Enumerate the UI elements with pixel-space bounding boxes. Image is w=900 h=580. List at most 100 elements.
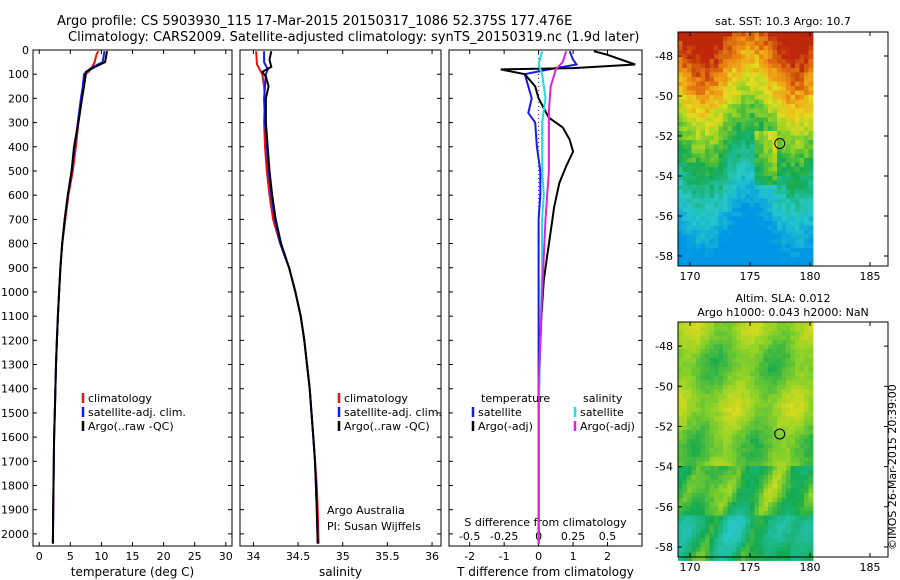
temperature-legend-label: climatology [88, 392, 152, 405]
annotation-argo-australia: Argo Australia [327, 504, 405, 517]
depth-tick-label: 1600 [1, 431, 29, 444]
depth-tick-label: 300 [8, 117, 29, 130]
depth-tick-label: 500 [8, 165, 29, 178]
difference-series-temperature-argo-adj- [500, 50, 636, 544]
sst-map-xtick-label: 170 [680, 270, 701, 283]
salinity-xlabel: salinity [319, 565, 362, 579]
sst-map-ytick-label: -58 [655, 250, 673, 263]
depth-tick-label: 1500 [1, 407, 29, 420]
sla-map-xtick-label: 185 [860, 561, 881, 574]
sla-map-title-line1: Altim. SLA: 0.012 [735, 292, 830, 305]
figure-title-line1: Argo profile: CS 5903930_115 17-Mar-2015… [57, 14, 573, 29]
sst-map-frame [677, 31, 889, 267]
difference-xtick-label: 2 [604, 550, 611, 563]
sla-map-ytick-label: -50 [655, 380, 673, 393]
diff-legend-salinity-label: satellite [580, 406, 624, 419]
salinity-xtick-label: 34.5 [286, 550, 311, 563]
salinity-legend-label: Argo(..raw -QC) [344, 420, 430, 433]
diff-legend-temperature-header: temperature [481, 392, 550, 405]
depth-tick-label: 100 [8, 68, 29, 81]
salinity-xtick-label: 34 [246, 550, 260, 563]
sla-map-xtick-label: 180 [800, 561, 821, 574]
temperature-xtick-label: 30 [219, 550, 233, 563]
depth-tick-label: 700 [8, 213, 29, 226]
temperature-xtick-label: 10 [94, 550, 108, 563]
depth-tick-label: 600 [8, 189, 29, 202]
depth-tick-label: 800 [8, 238, 29, 251]
temperature-panel: 0100200300400500600700800900100011001200… [1, 44, 233, 579]
annotation-pi-name: PI: Susan Wijffels [327, 520, 421, 533]
temperature-xtick-label: 20 [157, 550, 171, 563]
salinity-xtick-label: 35.5 [375, 550, 400, 563]
salinity-frame [239, 49, 442, 547]
salinity-legend-label: satellite-adj. clim. [344, 406, 442, 419]
sla-map-ytick-label: -56 [655, 501, 673, 514]
diff-legend-salinity-header: salinity [583, 392, 623, 405]
temperature-series-argo-raw-qc- [51, 51, 108, 544]
difference-series-temperature-satellite [523, 50, 579, 544]
difference-xlabel: T difference from climatology [456, 565, 634, 579]
depth-tick-label: 1700 [1, 455, 29, 468]
depth-tick-label: 2000 [1, 528, 29, 541]
temperature-xtick-label: 25 [188, 550, 202, 563]
salinity-series-argo-raw-qc- [260, 50, 319, 544]
salinity-legend-label: climatology [344, 392, 408, 405]
sst-map-ytick-label: -52 [655, 130, 673, 143]
difference-xtick-label: -2 [464, 550, 475, 563]
sla-map-title-line2: Argo h1000: 0.043 h2000: NaN [697, 306, 869, 319]
salinity-series-satellite-adj-clim- [263, 51, 319, 544]
salinity-diff-tick-label: 0.5 [599, 530, 617, 543]
depth-tick-label: 1100 [1, 310, 29, 323]
temperature-legend-label: Argo(..raw -QC) [88, 420, 174, 433]
temperature-frame [32, 49, 233, 547]
difference-frame [448, 49, 643, 547]
sla-map-argo-marker [774, 428, 786, 440]
temperature-legend-label: satellite-adj. clim. [88, 406, 186, 419]
sst-map-ytick-label: -54 [655, 170, 673, 183]
difference-xtick-label: -1 [499, 550, 510, 563]
temperature-xtick-label: 0 [36, 550, 43, 563]
sst-map-title: sat. SST: 10.3 Argo: 10.7 [715, 15, 851, 28]
sst-map-xtick-label: 180 [800, 270, 821, 283]
depth-tick-label: 900 [8, 262, 29, 275]
sla-map-xtick-label: 175 [740, 561, 761, 574]
sla-map-ytick-label: -58 [655, 541, 673, 554]
salinity-diff-tick-label: 0.25 [561, 530, 586, 543]
difference-series-salinity-argo-adj- [537, 50, 568, 544]
depth-tick-label: 1200 [1, 334, 29, 347]
difference-top-label: S difference from climatology [464, 516, 627, 529]
depth-tick-label: 200 [8, 92, 29, 105]
sla-map-panel: 170 175 180 185 -48 -50 -52 -54 -56 -58 Altim. SLA… [655, 292, 889, 574]
depth-tick-label: 1000 [1, 286, 29, 299]
salinity-diff-tick-label: -0.5 [459, 530, 480, 543]
sla-map-xtick-label: 170 [680, 561, 701, 574]
figure-title-line2: Climatology: CARS2009. Satellite-adjuste… [68, 30, 640, 45]
sst-map-panel: 170 175 180 185 -48 -50 -52 -54 -56 -58 sat. SST: … [655, 15, 889, 283]
imos-credit: ©IMOS 26-Mar-2015 20:39:00 [886, 384, 899, 550]
sla-map-frame [677, 321, 889, 558]
diff-legend-temperature-label: satellite [478, 406, 522, 419]
sla-map-ytick-label: -54 [655, 461, 673, 474]
sst-map-argo-marker [774, 138, 786, 149]
sla-map-ytick-label: -52 [655, 420, 673, 433]
sst-map-xtick-label: 185 [860, 270, 881, 283]
temperature-xlabel: temperature (deg C) [71, 565, 194, 579]
temperature-xtick-label: 5 [67, 550, 74, 563]
diff-legend-temperature-label: Argo(-adj) [478, 420, 533, 433]
salinity-xtick-label: 35 [336, 550, 350, 563]
sst-map-xtick-label: 175 [740, 270, 761, 283]
salinity-panel: 34 34.5 35 35.5 36 salinity climatologysatelli… [240, 49, 442, 579]
diff-legend-salinity-label: Argo(-adj) [580, 420, 635, 433]
temperature-xtick-label: 15 [126, 550, 140, 563]
difference-xtick-label: 1 [570, 550, 577, 563]
depth-tick-label: 1900 [1, 504, 29, 517]
sst-map-ytick-label: -50 [655, 90, 673, 103]
depth-tick-label: 1400 [1, 383, 29, 396]
sst-map-ytick-label: -48 [655, 50, 673, 63]
sst-map-ytick-label: -56 [655, 210, 673, 223]
salinity-xtick-label: 36 [425, 550, 439, 563]
sla-map-ytick-label: -48 [655, 340, 673, 353]
